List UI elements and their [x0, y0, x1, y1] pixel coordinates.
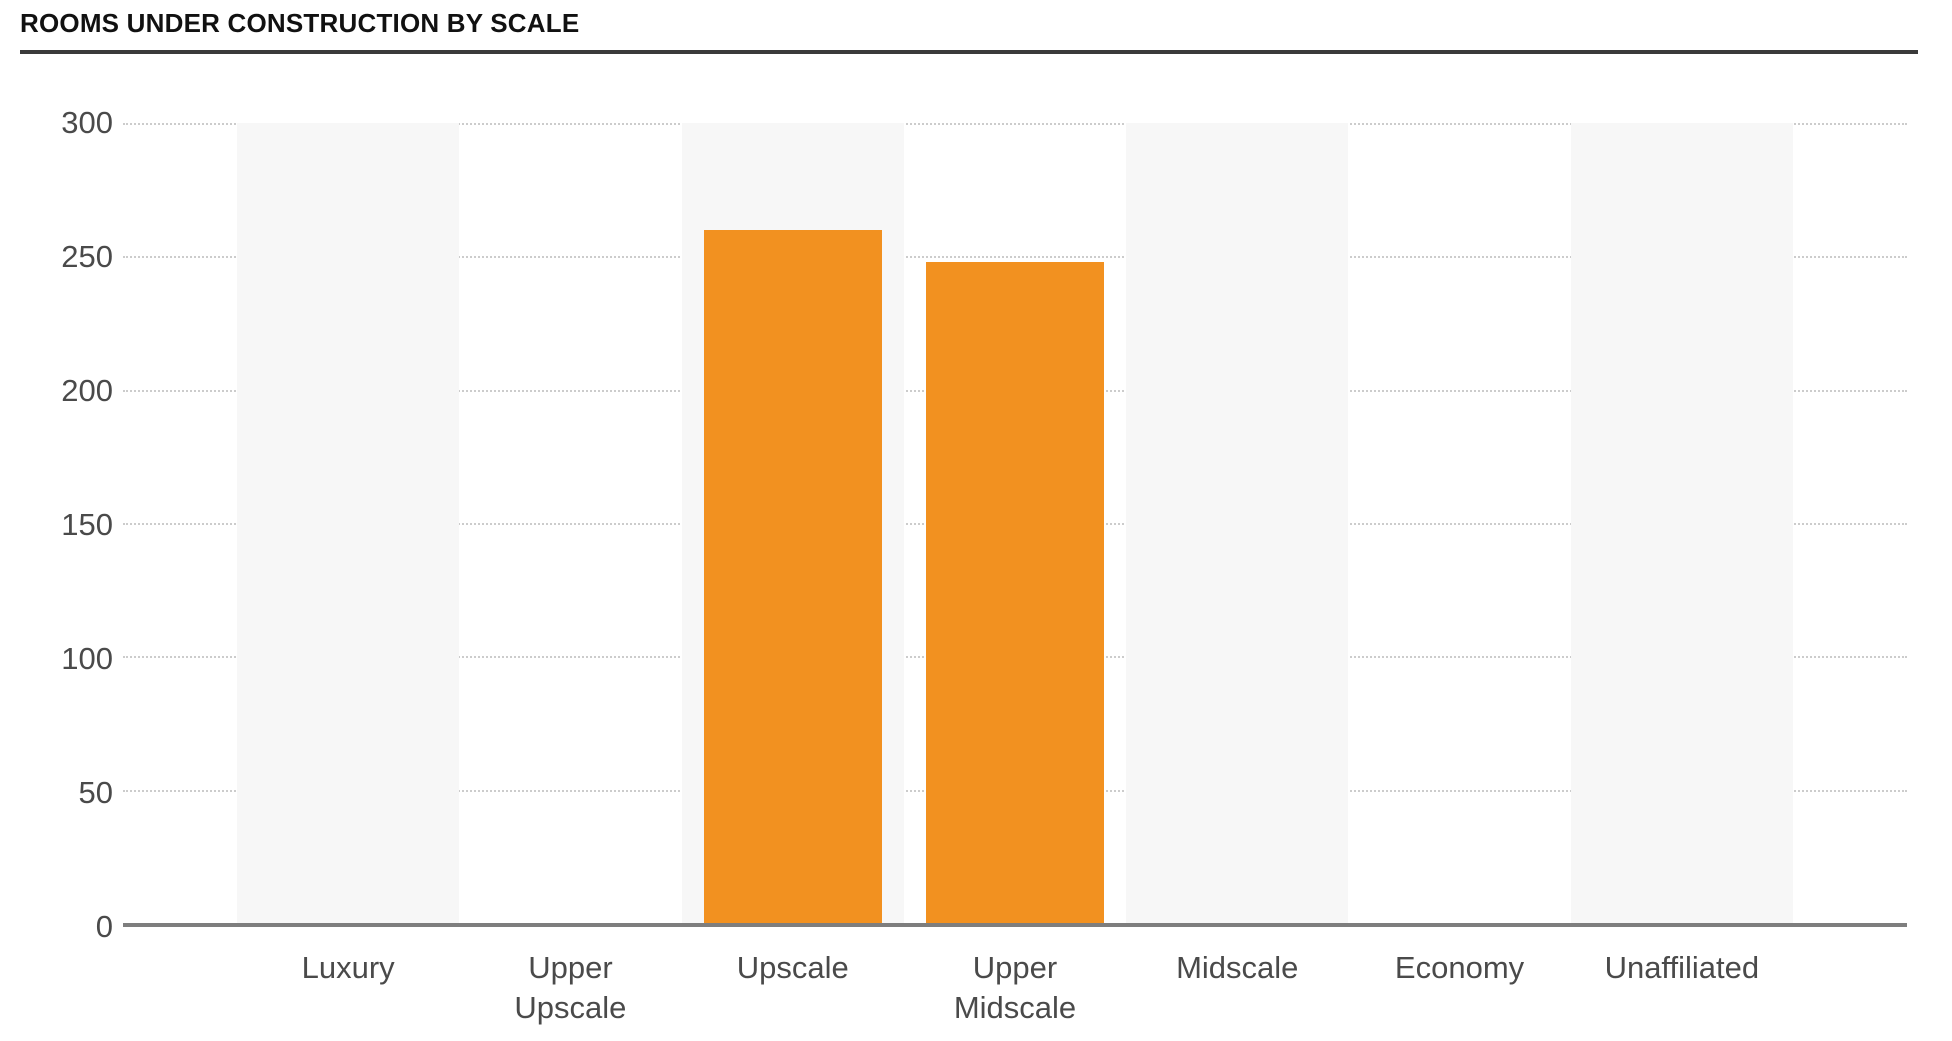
x-tick-label-text: Midscale [1176, 950, 1299, 985]
column-upper-midscale [904, 123, 1126, 923]
column-midscale [1126, 123, 1349, 923]
x-tick-label-midscale: Midscale [1126, 948, 1348, 1027]
x-tick-label-upper-midscale: Upper Midscale [904, 948, 1126, 1027]
y-axis-labels: 0 50 100 150 200 250 300 [0, 105, 113, 944]
title-divider [20, 50, 1918, 54]
gridline-300 [123, 123, 1907, 125]
x-tick-label-upper-upscale: Upper Upscale [459, 948, 681, 1027]
x-tick-label-unaffiliated: Unaffiliated [1571, 948, 1793, 1027]
category-columns [123, 123, 1907, 923]
bar-upscale[interactable] [703, 229, 882, 923]
y-tick-label-200: 200 [61, 372, 113, 408]
y-tick-label-0: 0 [95, 909, 113, 944]
column-economy [1348, 123, 1570, 923]
y-tick-label-250: 250 [61, 238, 113, 274]
y-tick-label-50: 50 [78, 775, 113, 810]
column-luxury [237, 123, 460, 923]
bar-upper-midscale[interactable] [926, 261, 1104, 923]
y-tick-label-150: 150 [61, 507, 113, 542]
y-tick-label-300: 300 [61, 105, 113, 140]
x-tick-label-text: Luxury [301, 950, 395, 985]
gridline-250 [123, 256, 1907, 259]
x-tick-label-text: Economy [1394, 950, 1525, 985]
x-tick-label-text: Upscale [736, 950, 849, 985]
x-tick-label-text: Upper Upscale [514, 950, 627, 1025]
x-tick-label-text: Upper Midscale [953, 950, 1077, 1025]
column-unaffiliated [1570, 123, 1793, 923]
x-tick-label-economy: Economy [1348, 948, 1570, 1027]
y-tick-label-100: 100 [61, 640, 113, 676]
column-upper-upscale [459, 123, 681, 923]
chart-title: ROOMS UNDER CONSTRUCTION BY SCALE [20, 8, 580, 38]
column-upscale [681, 123, 904, 923]
x-tick-label-upscale: Upscale [682, 948, 904, 1027]
x-tick-label-luxury: Luxury [237, 948, 459, 1027]
x-tick-label-text: Unaffiliated [1604, 950, 1760, 985]
plot-area [123, 123, 1907, 927]
x-axis-labels: Luxury Upper Upscale Upscale Upper Midscale… [237, 948, 1793, 1027]
